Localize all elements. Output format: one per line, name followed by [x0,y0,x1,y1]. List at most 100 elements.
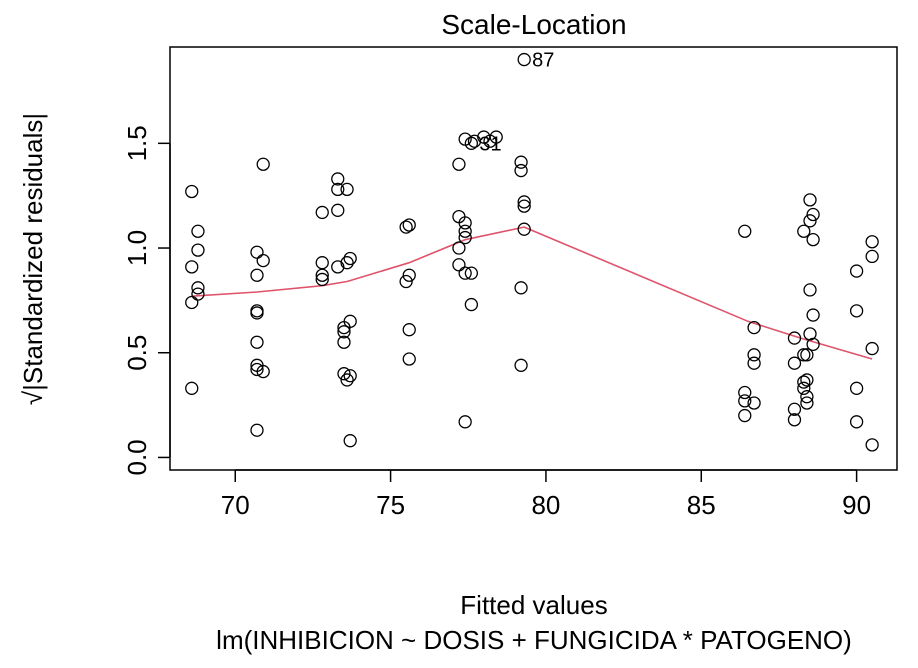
data-point [787,331,802,345]
data-point [256,253,270,268]
x-axis: 70 75 80 85 90 [221,469,871,520]
data-point [800,396,814,410]
data-point [402,323,416,337]
data-point [738,394,752,408]
data-point [849,304,864,318]
data-point [738,408,752,423]
data-point [250,245,264,259]
data-point [865,235,879,249]
data-point [787,413,802,427]
data-point [806,337,820,352]
data-point [514,155,528,169]
data-point [514,358,528,372]
data-point [185,381,199,395]
data-point [800,390,814,404]
data-point [517,52,531,67]
data-point [337,335,351,349]
data-point [517,195,531,209]
data-point [343,251,357,266]
y-axis-label: √|Standardized residuals| [18,113,48,405]
data-point [514,163,528,178]
data-point [331,172,345,186]
annotation-layer: 87 31 [479,50,554,156]
data-point [458,415,472,429]
x-tick-label: 85 [687,490,716,520]
data-point [464,136,479,150]
data-point [337,325,351,339]
data-point [250,268,264,282]
data-point [402,268,416,282]
data-point [331,203,345,217]
data-point [185,184,199,199]
chart-title: Scale-Location [441,9,626,40]
y-tick-label: 1.5 [122,125,152,161]
data-point [399,274,413,289]
y-tick-label: 0.0 [122,439,152,475]
data-point [250,335,264,349]
data-point [458,266,472,280]
data-point [464,266,479,280]
data-point [803,214,817,228]
x-axis-label: Fitted values [460,590,607,620]
data-point [865,341,879,356]
data-point [849,264,864,278]
x-tick-label: 75 [376,490,405,520]
data-point [458,230,472,245]
data-point [467,134,482,148]
data-point [315,205,329,220]
data-point [315,256,329,270]
data-point [797,348,811,362]
y-axis: 0.0 0.5 1.0 1.5 [122,125,171,476]
data-point [250,362,264,377]
data-point [787,356,802,370]
data-point [402,352,416,366]
data-point [315,272,329,287]
y-tick-label: 0.5 [122,335,152,371]
data-point [452,258,466,272]
data-point [452,157,466,171]
model-formula: lm(INHIBICION ~ DOSIS + FUNGICIDA * PATO… [216,625,852,655]
data-point [191,287,205,301]
data-point [800,348,814,362]
data-point [340,256,354,270]
data-point [514,281,528,295]
data-point [185,260,199,274]
data-point [399,220,413,234]
data-point [256,364,270,379]
data-point [250,423,264,437]
data-point [865,249,879,264]
data-point [191,281,205,295]
data-point [458,224,472,238]
data-point [797,375,811,389]
data-point [452,241,466,255]
data-point [191,243,205,257]
data-point [185,295,199,310]
data-point [738,224,752,238]
data-point [849,415,864,429]
point-label: 87 [532,50,554,72]
y-tick-label: 1.0 [122,230,152,266]
data-point [797,381,811,395]
data-point [803,193,817,207]
x-tick-label: 70 [221,490,250,520]
data-point [517,222,531,236]
data-point [797,224,811,238]
data-point [340,182,354,197]
data-point [337,367,351,381]
data-point [315,268,329,282]
data-point [787,402,802,416]
data-point [803,283,817,297]
data-point [738,385,752,400]
point-label: 31 [479,133,501,155]
points-layer [185,52,879,452]
plot-frame [169,46,898,471]
data-point [747,356,761,370]
data-point [331,260,345,274]
data-point [849,381,864,395]
data-point [458,216,472,230]
data-point [343,434,357,448]
data-point [517,199,531,213]
data-point [250,306,264,320]
data-point [747,348,761,362]
